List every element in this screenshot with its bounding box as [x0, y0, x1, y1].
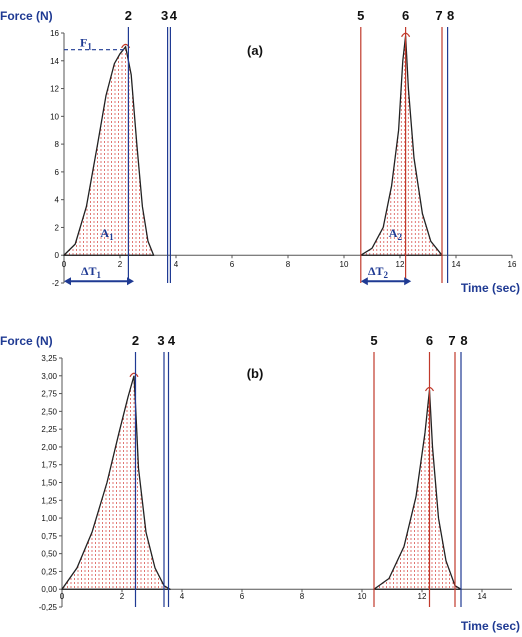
a1-label: A1 — [100, 226, 114, 242]
y-tick-label: 1,75 — [41, 461, 57, 470]
dt1-arrow-head-left — [64, 277, 71, 286]
event-marker-label: 2 — [132, 333, 139, 348]
event-marker-label: 6 — [402, 8, 409, 23]
event-marker-label: 8 — [460, 333, 467, 348]
pulse-hatch — [362, 35, 441, 256]
f1-subscript: 1 — [87, 42, 92, 52]
event-marker-label: 5 — [357, 8, 364, 23]
panel-label: (b) — [247, 366, 264, 381]
y-tick-label: -2 — [52, 279, 60, 288]
y-axis-label: Force (N) — [0, 334, 53, 348]
event-marker-label: 2 — [125, 8, 132, 23]
x-tick-label: 8 — [286, 260, 291, 269]
y-tick-label: 2,00 — [41, 443, 57, 452]
x-tick-label: 2 — [118, 260, 123, 269]
a2-label: A2 — [389, 226, 403, 242]
x-tick-label: 6 — [240, 592, 245, 601]
x-tick-label: 12 — [396, 260, 405, 269]
pulse-curve — [373, 389, 462, 590]
x-tick-label: 6 — [230, 260, 235, 269]
x-tick-label: 14 — [478, 592, 487, 601]
f1-label: F1 — [80, 36, 92, 52]
y-tick-label: 1,25 — [41, 496, 57, 505]
y-tick-label: 16 — [50, 29, 59, 38]
x-axis-label: Time (sec) — [461, 619, 520, 633]
x-tick-label: 12 — [418, 592, 427, 601]
a1-subscript: 1 — [109, 232, 114, 242]
event-marker-label: 8 — [447, 8, 454, 23]
dt2-subscript: 2 — [384, 270, 389, 280]
x-tick-label: 8 — [300, 592, 305, 601]
event-marker-label: 4 — [170, 8, 178, 23]
a2-subscript: 2 — [397, 232, 402, 242]
x-tick-label: 4 — [180, 592, 185, 601]
dt2-arrow-head-right — [404, 277, 412, 286]
x-tick-label: 2 — [120, 592, 125, 601]
x-tick-label: 0 — [60, 592, 65, 601]
y-tick-label: 12 — [50, 85, 59, 94]
x-tick-label: 10 — [358, 592, 367, 601]
panel-label: (a) — [247, 43, 263, 58]
y-tick-label: 2,25 — [41, 425, 57, 434]
dt1-subscript: 1 — [97, 270, 102, 280]
x-tick-label: 14 — [452, 260, 461, 269]
dt2-arrow-head-left — [360, 277, 368, 286]
y-tick-label: 14 — [50, 57, 59, 66]
x-tick-label: 10 — [340, 260, 349, 269]
y-tick-label: 0,25 — [41, 567, 57, 576]
y-tick-label: -0,25 — [39, 603, 58, 612]
event-marker-label: 7 — [448, 333, 455, 348]
x-axis-label: Time (sec) — [461, 281, 520, 295]
event-marker-label: 3 — [157, 333, 164, 348]
pulse-hatch — [375, 390, 461, 590]
event-marker-label: 6 — [426, 333, 433, 348]
event-marker-label: 7 — [435, 8, 442, 23]
panel-b: -0,25 0,00 0,25 0,50 0,75 1,00 1,25 1,50 1,75 2,0… — [0, 333, 520, 633]
y-tick-label: 2,75 — [41, 390, 57, 399]
event-marker-label: 5 — [370, 333, 377, 348]
x-tick-label: 4 — [174, 260, 179, 269]
y-tick-label: 3,00 — [41, 372, 57, 381]
x-tick-label: 0 — [62, 260, 67, 269]
event-marker-label: 3 — [161, 8, 168, 23]
y-tick-label: 2,50 — [41, 407, 57, 416]
event-marker-label: 4 — [168, 333, 176, 348]
y-tick-label: 0,75 — [41, 532, 57, 541]
dt1-arrow-head-right — [127, 277, 134, 286]
pulse-curve — [61, 375, 171, 590]
y-tick-label: 1,00 — [41, 514, 57, 523]
dt2-label: ΔT2 — [368, 264, 389, 280]
y-axis-label: Force (N) — [0, 9, 53, 23]
peak-marker — [129, 372, 139, 378]
y-tick-label: 0 — [55, 251, 60, 260]
pulse-hatch — [65, 46, 154, 256]
y-tick-label: 1,50 — [41, 479, 57, 488]
y-tick-label: 0,00 — [41, 585, 57, 594]
y-tick-label: 8 — [55, 140, 60, 149]
pulse-hatch — [63, 375, 170, 590]
y-tick-label: 2 — [55, 223, 60, 232]
x-tick-label: 16 — [508, 260, 517, 269]
y-tick-label: 6 — [55, 168, 60, 177]
pulse-curve — [63, 45, 155, 256]
y-tick-label: 3,25 — [41, 354, 57, 363]
dt1-label: ΔT1 — [81, 264, 102, 280]
y-tick-label: 0,50 — [41, 550, 57, 559]
y-tick-label: 4 — [55, 196, 60, 205]
y-tick-label: 10 — [50, 112, 59, 121]
